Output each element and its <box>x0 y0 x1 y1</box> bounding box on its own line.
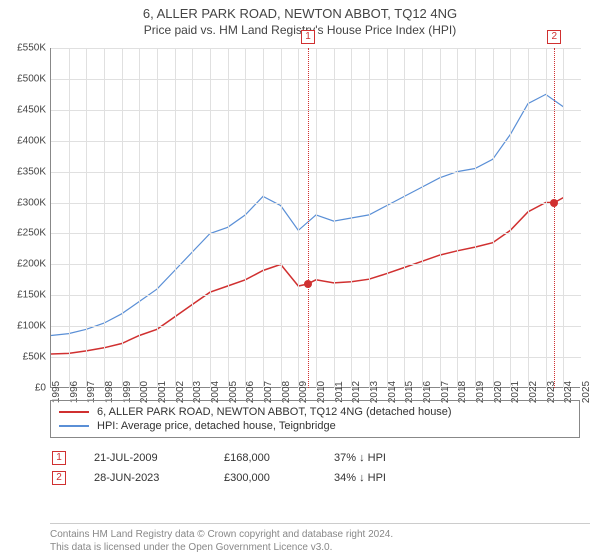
transaction-pct-vs-hpi: 34% ↓ HPI <box>334 472 514 484</box>
gridline-vertical <box>122 48 123 388</box>
y-axis-label: £50K <box>23 352 46 363</box>
transaction-date: 28-JUN-2023 <box>94 472 224 484</box>
y-axis-label: £250K <box>17 228 46 239</box>
y-axis-label: £100K <box>17 321 46 332</box>
transaction-id-box: 2 <box>52 471 66 485</box>
footer-attribution: Contains HM Land Registry data © Crown c… <box>50 523 590 554</box>
gridline-vertical <box>422 48 423 388</box>
transaction-row: 2 28-JUN-2023£300,00034% ↓ HPI <box>50 468 580 488</box>
y-axis-label: £150K <box>17 290 46 301</box>
gridline-vertical <box>387 48 388 388</box>
marker-dot-2 <box>550 199 558 207</box>
marker-dot-1 <box>304 280 312 288</box>
transaction-pct-vs-hpi: 37% ↓ HPI <box>334 452 514 464</box>
legend-item: 6, ALLER PARK ROAD, NEWTON ABBOT, TQ12 4… <box>59 405 571 419</box>
gridline-vertical <box>475 48 476 388</box>
x-axis-label: 2025 <box>581 381 592 403</box>
gridline-vertical <box>281 48 282 388</box>
legend-swatch <box>59 411 89 413</box>
legend-swatch <box>59 425 89 427</box>
gridline-vertical <box>228 48 229 388</box>
gridline-vertical <box>457 48 458 388</box>
y-axis-label: £500K <box>17 73 46 84</box>
gridline-vertical <box>440 48 441 388</box>
transaction-price: £300,000 <box>224 472 334 484</box>
gridline-vertical <box>528 48 529 388</box>
transaction-id-box: 1 <box>52 451 66 465</box>
gridline-vertical <box>263 48 264 388</box>
marker-label-2: 2 <box>547 30 561 44</box>
footer-line-1: Contains HM Land Registry data © Crown c… <box>50 528 590 541</box>
y-axis-label: £300K <box>17 197 46 208</box>
chart-area: £0£50K£100K£150K£200K£250K£300K£350K£400… <box>50 48 580 388</box>
y-axis-label: £400K <box>17 135 46 146</box>
transaction-date: 21-JUL-2009 <box>94 452 224 464</box>
legend-label: 6, ALLER PARK ROAD, NEWTON ABBOT, TQ12 4… <box>97 406 452 418</box>
transaction-price: £168,000 <box>224 452 334 464</box>
y-axis-label: £450K <box>17 104 46 115</box>
gridline-vertical <box>404 48 405 388</box>
gridline-vertical <box>245 48 246 388</box>
marker-vline-2 <box>554 48 555 388</box>
gridline-vertical <box>86 48 87 388</box>
gridline-vertical <box>546 48 547 388</box>
transactions-table: 1 21-JUL-2009£168,00037% ↓ HPI 2 28-JUN-202… <box>50 448 580 488</box>
gridline-vertical <box>104 48 105 388</box>
chart-subtitle: Price paid vs. HM Land Registry's House … <box>0 21 600 41</box>
gridline-vertical <box>192 48 193 388</box>
legend-label: HPI: Average price, detached house, Teig… <box>97 420 336 432</box>
legend-item: HPI: Average price, detached house, Teig… <box>59 419 571 433</box>
gridline-vertical <box>139 48 140 388</box>
gridline-vertical <box>69 48 70 388</box>
marker-vline-1 <box>308 48 309 388</box>
y-axis-label: £200K <box>17 259 46 270</box>
gridline-vertical <box>157 48 158 388</box>
gridline-vertical <box>510 48 511 388</box>
gridline-vertical <box>493 48 494 388</box>
y-axis-label: £550K <box>17 43 46 54</box>
y-axis-label: £0 <box>35 383 46 394</box>
chart-title: 6, ALLER PARK ROAD, NEWTON ABBOT, TQ12 4… <box>0 0 600 21</box>
chart-container: 6, ALLER PARK ROAD, NEWTON ABBOT, TQ12 4… <box>0 0 600 560</box>
footer-line-2: This data is licensed under the Open Gov… <box>50 541 590 554</box>
gridline-vertical <box>351 48 352 388</box>
transaction-row: 1 21-JUL-2009£168,00037% ↓ HPI <box>50 448 580 468</box>
legend: 6, ALLER PARK ROAD, NEWTON ABBOT, TQ12 4… <box>50 400 580 438</box>
marker-label-1: 1 <box>301 30 315 44</box>
gridline-vertical <box>298 48 299 388</box>
gridline-vertical <box>369 48 370 388</box>
gridline-vertical <box>316 48 317 388</box>
gridline-vertical <box>563 48 564 388</box>
gridline-vertical <box>175 48 176 388</box>
gridline-vertical <box>334 48 335 388</box>
gridline-vertical <box>210 48 211 388</box>
plot-region: £0£50K£100K£150K£200K£250K£300K£350K£400… <box>50 48 580 388</box>
y-axis-label: £350K <box>17 166 46 177</box>
